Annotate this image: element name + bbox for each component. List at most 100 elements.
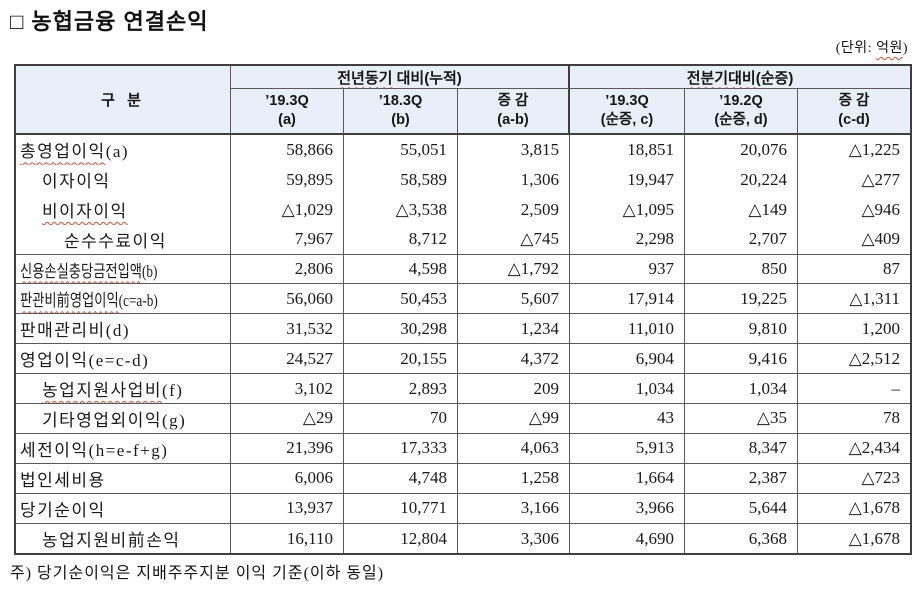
- cell-diff-ab: △99: [458, 404, 570, 434]
- cell-diff-cd: △1,225: [848, 139, 901, 159]
- cell-18-3q-b: 20,155: [344, 344, 458, 375]
- cell-diff-cd: △723: [798, 464, 911, 494]
- row-label: 이자이익: [42, 172, 111, 192]
- row-label-cell: 비이자이익: [16, 194, 231, 225]
- cell-diff-cd: △946: [861, 199, 901, 219]
- cell-diff-ab: △745: [458, 224, 570, 255]
- cell-19-2q-d: 9,416: [685, 344, 798, 375]
- table-row: 당기순이익 13,937 10,771 3,166 3,966 5,644 △1…: [16, 493, 911, 524]
- cell-19-2q-d: 850: [685, 254, 798, 285]
- row-label-suffix: (b): [141, 261, 158, 281]
- row-label-cell: 세전이익(h=e-f+g): [16, 433, 231, 464]
- table-row: 신용손실충당금전입액(b) 2,806 4,598 △1,792 937 850…: [16, 254, 911, 285]
- cell-18-3q-b: 4,748: [344, 463, 458, 494]
- cell-19-3q-a: 24,527: [231, 344, 344, 375]
- unit-note-word: 억원: [876, 41, 903, 56]
- row-label-cell: 기타영업외이익(g): [16, 404, 231, 434]
- cell-19-3q-a: △29: [231, 404, 344, 434]
- cell-diff-cd: –: [798, 374, 911, 405]
- row-label-cell: 판매관리비(d): [16, 314, 231, 345]
- table-row: 농업지원비前손익 16,110 12,804 3,306 4,690 6,368…: [16, 523, 910, 554]
- row-label: 순수수료이익: [64, 231, 167, 251]
- cell-diff-cd: △1,678: [848, 528, 901, 548]
- col-header-category: 구 분: [16, 66, 231, 135]
- row-label: 판관비前영업이익: [20, 291, 119, 311]
- row-label-cell: 당기순이익: [16, 493, 231, 524]
- row-label-suffix: (a): [105, 142, 130, 162]
- cell-19-3q-c: 4,690: [570, 523, 685, 554]
- cell-19-2q-d: 2,387: [685, 463, 798, 494]
- row-label: 비이자이익: [42, 202, 128, 222]
- cell-19-3q-a: 58,866: [231, 135, 344, 165]
- col-header-diff-cd: 증 감 (c-d): [798, 89, 911, 135]
- row-label-suffix: (d): [105, 321, 131, 341]
- unit-note: (단위: 억원): [836, 37, 908, 57]
- cell-diff-cd: △1,678: [798, 494, 911, 524]
- row-label: 세전이익: [20, 440, 89, 460]
- cell-19-3q-c: 17,914: [570, 284, 685, 315]
- row-label-suffix: (c=a-b): [118, 291, 158, 311]
- cell-19-3q-c: 937: [570, 254, 685, 285]
- cell-19-3q-c: 2,298: [570, 224, 685, 255]
- cell-18-3q-b: 8,712: [344, 224, 458, 255]
- cell-diff-ab: 4,063: [458, 433, 570, 464]
- cell-19-3q-a: 56,060: [231, 284, 344, 315]
- group-header-yoy-rest: 대비(누적): [392, 69, 462, 87]
- unit-note-suffix: ): [902, 41, 908, 56]
- cell-18-3q-b: 4,598: [344, 254, 458, 285]
- row-label-cell: 농업지원비前손익: [16, 523, 231, 554]
- row-label-cell: 법인세비용: [16, 463, 231, 494]
- consolidated-pl-table: 구 분 전년동기 대비(누적) 전분기대비(순증) ’19.3Q (a) ’18.…: [14, 64, 913, 556]
- table-row: 비이자이익 △1,029 △3,538 2,509 △1,095 △149 △9…: [16, 194, 910, 225]
- footnote: 주) 당기순이익은 지배주주지분 이익 기준(이하 동일): [10, 565, 385, 582]
- row-label-suffix: (e=c-d): [88, 351, 150, 371]
- col-header-19-2q-d: ’19.2Q (순증, d): [685, 89, 798, 135]
- table-row: 판매관리비(d) 31,532 30,298 1,234 11,010 9,81…: [16, 314, 911, 345]
- cell-19-2q-d: 5,644: [685, 493, 798, 524]
- table-header: 구 분 전년동기 대비(누적) 전분기대비(순증) ’19.3Q (a) ’18.…: [16, 66, 911, 135]
- unit-note-prefix: (단위:: [835, 41, 877, 56]
- table-row: 순수수료이익 7,967 8,712 △745 2,298 2,707 △409: [16, 224, 911, 255]
- cell-diff-cd: △2,434: [798, 434, 911, 464]
- col-header-19-3q-a: ’19.3Q (a): [231, 89, 344, 135]
- cell-18-3q-b: 12,804: [344, 523, 458, 554]
- row-label: 판매관리비: [20, 321, 106, 341]
- cell-19-3q-c: 43: [570, 404, 685, 434]
- cell-18-3q-b: 58,589: [344, 164, 458, 195]
- cell-diff-ab: 5,607: [458, 284, 570, 315]
- row-label-cell: 판관비前영업이익(c=a-b): [16, 284, 231, 315]
- cell-diff-cd: △1,311: [798, 284, 911, 315]
- row-label: 법인세비용: [20, 470, 106, 490]
- cell-diff-cd: △277: [861, 169, 901, 189]
- cell-19-2q-d: 20,224: [685, 164, 798, 195]
- table-row: 판관비前영업이익(c=a-b) 56,060 50,453 5,607 17,9…: [16, 284, 911, 315]
- cell-diff-cd: 87: [798, 255, 911, 285]
- cell-18-3q-b: 10,771: [344, 493, 458, 524]
- cell-19-3q-c: 19,947: [570, 164, 685, 195]
- cell-19-2q-d: 9,810: [685, 314, 798, 345]
- cell-18-3q-b: 50,453: [344, 284, 458, 315]
- cell-19-3q-a: 21,396: [231, 433, 344, 464]
- page-title: □ 농협금융 연결손익: [10, 9, 209, 34]
- cell-19-3q-c: 3,966: [570, 493, 685, 524]
- cell-18-3q-b: 2,893: [344, 374, 458, 405]
- cell-19-3q-a: 6,006: [231, 463, 344, 494]
- cell-19-2q-d: 6,368: [685, 523, 798, 554]
- group-header-qoq: 전분기대비(순증): [570, 66, 911, 89]
- cell-19-3q-a: 16,110: [231, 523, 344, 554]
- cell-19-3q-a: 7,967: [231, 224, 344, 255]
- col-header-18-3q-b: ’18.3Q (b): [344, 89, 458, 135]
- table-row: 영업이익(e=c-d) 24,527 20,155 4,372 6,904 9,…: [16, 344, 911, 375]
- table-row: 기타영업외이익(g) △29 70 △99 43 △35 78: [16, 404, 911, 434]
- cell-diff-ab: 209: [458, 374, 570, 405]
- table-body: 총영업이익(a) 58,866 55,051 3,815 18,851 20,0…: [16, 135, 911, 554]
- cell-18-3q-b: △3,538: [344, 194, 458, 225]
- row-label: 농업지원사업비: [42, 381, 162, 401]
- row-label: 총영업이익: [20, 142, 106, 162]
- col-header-diff-ab: 증 감 (a-b): [458, 89, 570, 135]
- row-label: 영업이익: [20, 351, 89, 371]
- cell-diff-cd: 1,200: [798, 314, 911, 345]
- row-label-cell: 순수수료이익: [16, 224, 231, 255]
- cell-diff-cd: △409: [798, 225, 911, 255]
- col-header-19-3q-c: ’19.3Q (순증, c): [570, 89, 685, 135]
